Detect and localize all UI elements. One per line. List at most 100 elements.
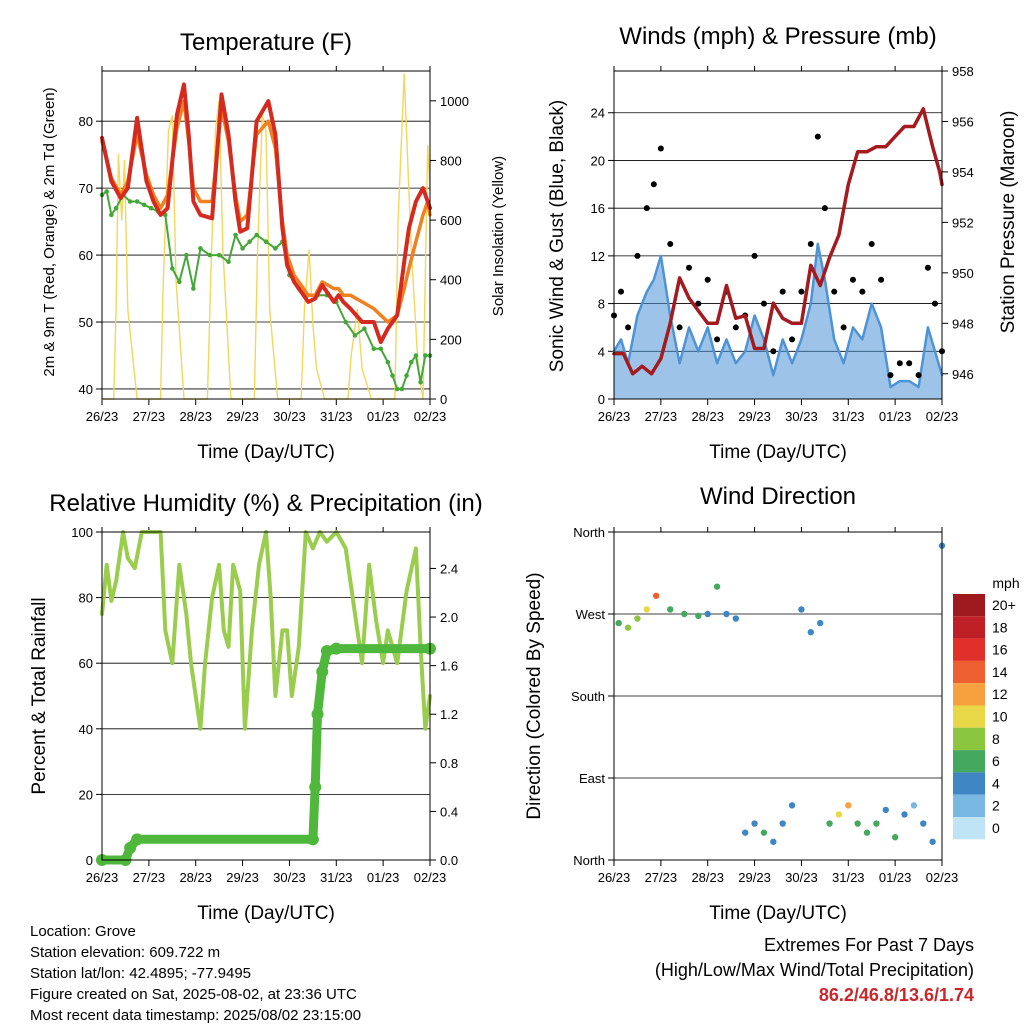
x-tick-label: 26/23 — [86, 409, 119, 424]
gust-point — [859, 288, 866, 295]
rain-point — [311, 708, 324, 721]
x-tick-label: 29/23 — [226, 409, 259, 424]
colorbar-swatch — [953, 594, 985, 617]
rain-point — [124, 841, 137, 854]
humidity-y-axis-label: Percent & Total Rainfall — [29, 597, 50, 794]
x-tick-label: 01/23 — [367, 409, 400, 424]
pressure-line — [612, 107, 944, 376]
rain-point — [309, 781, 322, 794]
y-tick-label: 0 — [598, 392, 605, 407]
direction-point — [807, 629, 814, 636]
wind-area — [614, 243, 942, 399]
colorbar-label: 12 — [992, 686, 1008, 702]
y2-tick-label: 0 — [440, 392, 447, 407]
direction-point — [751, 820, 758, 827]
y2-tick-label: 2.4 — [440, 561, 458, 576]
direction-point — [624, 624, 632, 631]
direction-point — [779, 820, 786, 827]
gust-point — [704, 276, 711, 283]
direction-x-axis-label: Time (Day/UTC) — [709, 903, 847, 924]
y-tick-label: 24 — [591, 106, 605, 121]
recent-timestamp-text: Most recent data timestamp: 2025/08/02 2… — [30, 1007, 362, 1024]
colorbar-swatch — [953, 616, 985, 639]
direction-point — [788, 802, 796, 809]
gust-point — [931, 300, 938, 307]
colorbar-label: 10 — [992, 709, 1008, 725]
y-tick-label: North — [573, 853, 605, 868]
gust-point — [676, 324, 683, 331]
y2-tick-label: 958 — [952, 64, 974, 79]
colorbar-swatch — [953, 772, 985, 795]
colorbar-label: 4 — [992, 775, 1000, 791]
station-info: Location: Grove Station elevation: 609.7… — [30, 921, 361, 1026]
x-tick-label: 01/23 — [879, 870, 912, 885]
x-tick-label: 02/23 — [926, 870, 959, 885]
direction-point — [643, 606, 650, 613]
rain-point — [330, 642, 343, 655]
gust-point — [667, 240, 674, 247]
y2-tick-label: 956 — [952, 114, 974, 129]
direction-point — [742, 829, 749, 836]
y-tick-label: 20 — [79, 787, 93, 802]
x-tick-label: 31/23 — [832, 870, 865, 885]
direction-point — [910, 802, 918, 809]
direction-point — [770, 838, 777, 845]
colorbar-label: 8 — [992, 731, 1000, 747]
x-tick-label: 30/23 — [273, 870, 306, 885]
y-tick-label: South — [571, 689, 605, 704]
gust-point — [789, 336, 796, 343]
gust-point — [831, 288, 838, 295]
x-tick-label: 29/23 — [738, 409, 771, 424]
colorbar: 20+ 18 16 14 12 10 8 6 4 2 0 — [953, 594, 1016, 840]
colorbar-swatch — [953, 817, 985, 840]
gust-point — [814, 133, 821, 140]
direction-point — [634, 615, 641, 622]
direction-point — [873, 820, 880, 827]
gust-point — [779, 288, 786, 295]
y-tick-label: 4 — [598, 344, 605, 359]
rain-line — [97, 644, 435, 865]
y-tick-label: 50 — [79, 315, 93, 330]
y-tick-label: North — [573, 525, 605, 540]
plot-border — [613, 70, 943, 400]
temperature-y2-axis-label: Solar Insolation (Yellow) — [490, 156, 507, 316]
colorbar-swatch — [953, 727, 985, 751]
y2-tick-label: 200 — [440, 332, 462, 347]
x-tick-label: 30/23 — [273, 409, 306, 424]
gust-point — [643, 205, 650, 212]
y-tick-label: 0 — [86, 853, 93, 868]
winds-y2-axis-label: Station Pressure (Maroon) — [998, 111, 1019, 334]
direction-point — [723, 610, 730, 618]
direction-panel-title: Wind Direction — [700, 483, 856, 510]
y-tick-label: 16 — [591, 201, 605, 216]
y-tick-label: East — [579, 771, 605, 786]
gust-point — [732, 324, 739, 331]
colorbar-swatch — [953, 683, 985, 706]
latlon-text: Station lat/lon: 42.4895; -77.9495 — [30, 965, 252, 982]
colorbar-swatch — [953, 794, 985, 817]
y2-tick-label: 800 — [440, 153, 462, 168]
y-tick-label: 12 — [591, 249, 605, 264]
plot-2: 0 20 40 60 80 100 0.0 0.4 0.8 1.2 1.6 2.0 2.4 26/23 27… — [71, 525, 458, 885]
elevation-text: Station elevation: 609.722 m — [30, 944, 221, 961]
direction-point — [835, 811, 843, 818]
gust-point — [618, 288, 625, 295]
x-tick-label: 02/23 — [414, 870, 447, 885]
y-tick-label: 60 — [79, 248, 93, 263]
rain-point — [306, 833, 319, 846]
y2-tick-label: 0.0 — [440, 853, 458, 868]
direction-point — [615, 619, 622, 627]
temperature-panel-title: Temperature (F) — [180, 29, 352, 56]
y2-tick-label: 1.6 — [440, 659, 458, 674]
colorbar-label: 14 — [992, 664, 1008, 680]
rain-point — [320, 645, 333, 658]
gust-point — [924, 264, 931, 271]
colorbar-swatch — [953, 705, 985, 728]
temp-2m-line — [100, 82, 432, 345]
x-tick-label: 27/23 — [133, 870, 166, 885]
x-tick-label: 26/23 — [598, 409, 631, 424]
direction-point — [929, 838, 936, 845]
direction-point — [920, 820, 927, 827]
winds-y-axis-label: Sonic Wind & Gust (Blue, Black) — [547, 100, 568, 372]
